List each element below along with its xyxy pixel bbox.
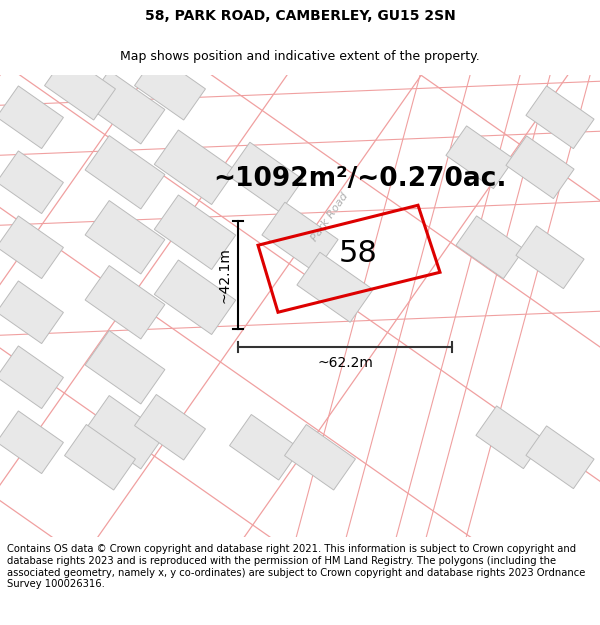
- Polygon shape: [0, 86, 64, 149]
- Polygon shape: [44, 54, 115, 120]
- Polygon shape: [227, 142, 303, 212]
- Polygon shape: [476, 406, 544, 469]
- Polygon shape: [134, 394, 205, 460]
- Polygon shape: [85, 331, 165, 404]
- Polygon shape: [526, 426, 594, 489]
- Polygon shape: [0, 411, 64, 474]
- Text: 58: 58: [339, 239, 378, 268]
- Text: ~1092m²/~0.270ac.: ~1092m²/~0.270ac.: [213, 166, 507, 192]
- Polygon shape: [526, 86, 594, 149]
- Text: Map shows position and indicative extent of the property.: Map shows position and indicative extent…: [120, 50, 480, 62]
- Polygon shape: [0, 151, 64, 214]
- Polygon shape: [297, 253, 373, 322]
- Polygon shape: [230, 414, 301, 480]
- Polygon shape: [154, 130, 236, 204]
- Polygon shape: [85, 266, 165, 339]
- Polygon shape: [262, 202, 338, 272]
- Text: Contains OS data © Crown copyright and database right 2021. This information is : Contains OS data © Crown copyright and d…: [7, 544, 586, 589]
- Polygon shape: [516, 226, 584, 289]
- Polygon shape: [85, 201, 165, 274]
- Polygon shape: [154, 195, 236, 269]
- Polygon shape: [446, 126, 514, 189]
- Text: Park Road: Park Road: [310, 191, 350, 243]
- Polygon shape: [85, 396, 165, 469]
- Polygon shape: [0, 346, 64, 409]
- Text: ~42.1m: ~42.1m: [218, 248, 232, 303]
- Polygon shape: [0, 216, 64, 279]
- Text: 58, PARK ROAD, CAMBERLEY, GU15 2SN: 58, PARK ROAD, CAMBERLEY, GU15 2SN: [145, 9, 455, 24]
- Polygon shape: [65, 424, 136, 490]
- Text: ~62.2m: ~62.2m: [317, 356, 373, 370]
- Polygon shape: [456, 216, 524, 279]
- Polygon shape: [284, 424, 355, 490]
- Polygon shape: [0, 281, 64, 344]
- Polygon shape: [154, 260, 236, 334]
- Polygon shape: [134, 54, 205, 120]
- Polygon shape: [506, 136, 574, 199]
- Polygon shape: [85, 136, 165, 209]
- Polygon shape: [85, 71, 165, 144]
